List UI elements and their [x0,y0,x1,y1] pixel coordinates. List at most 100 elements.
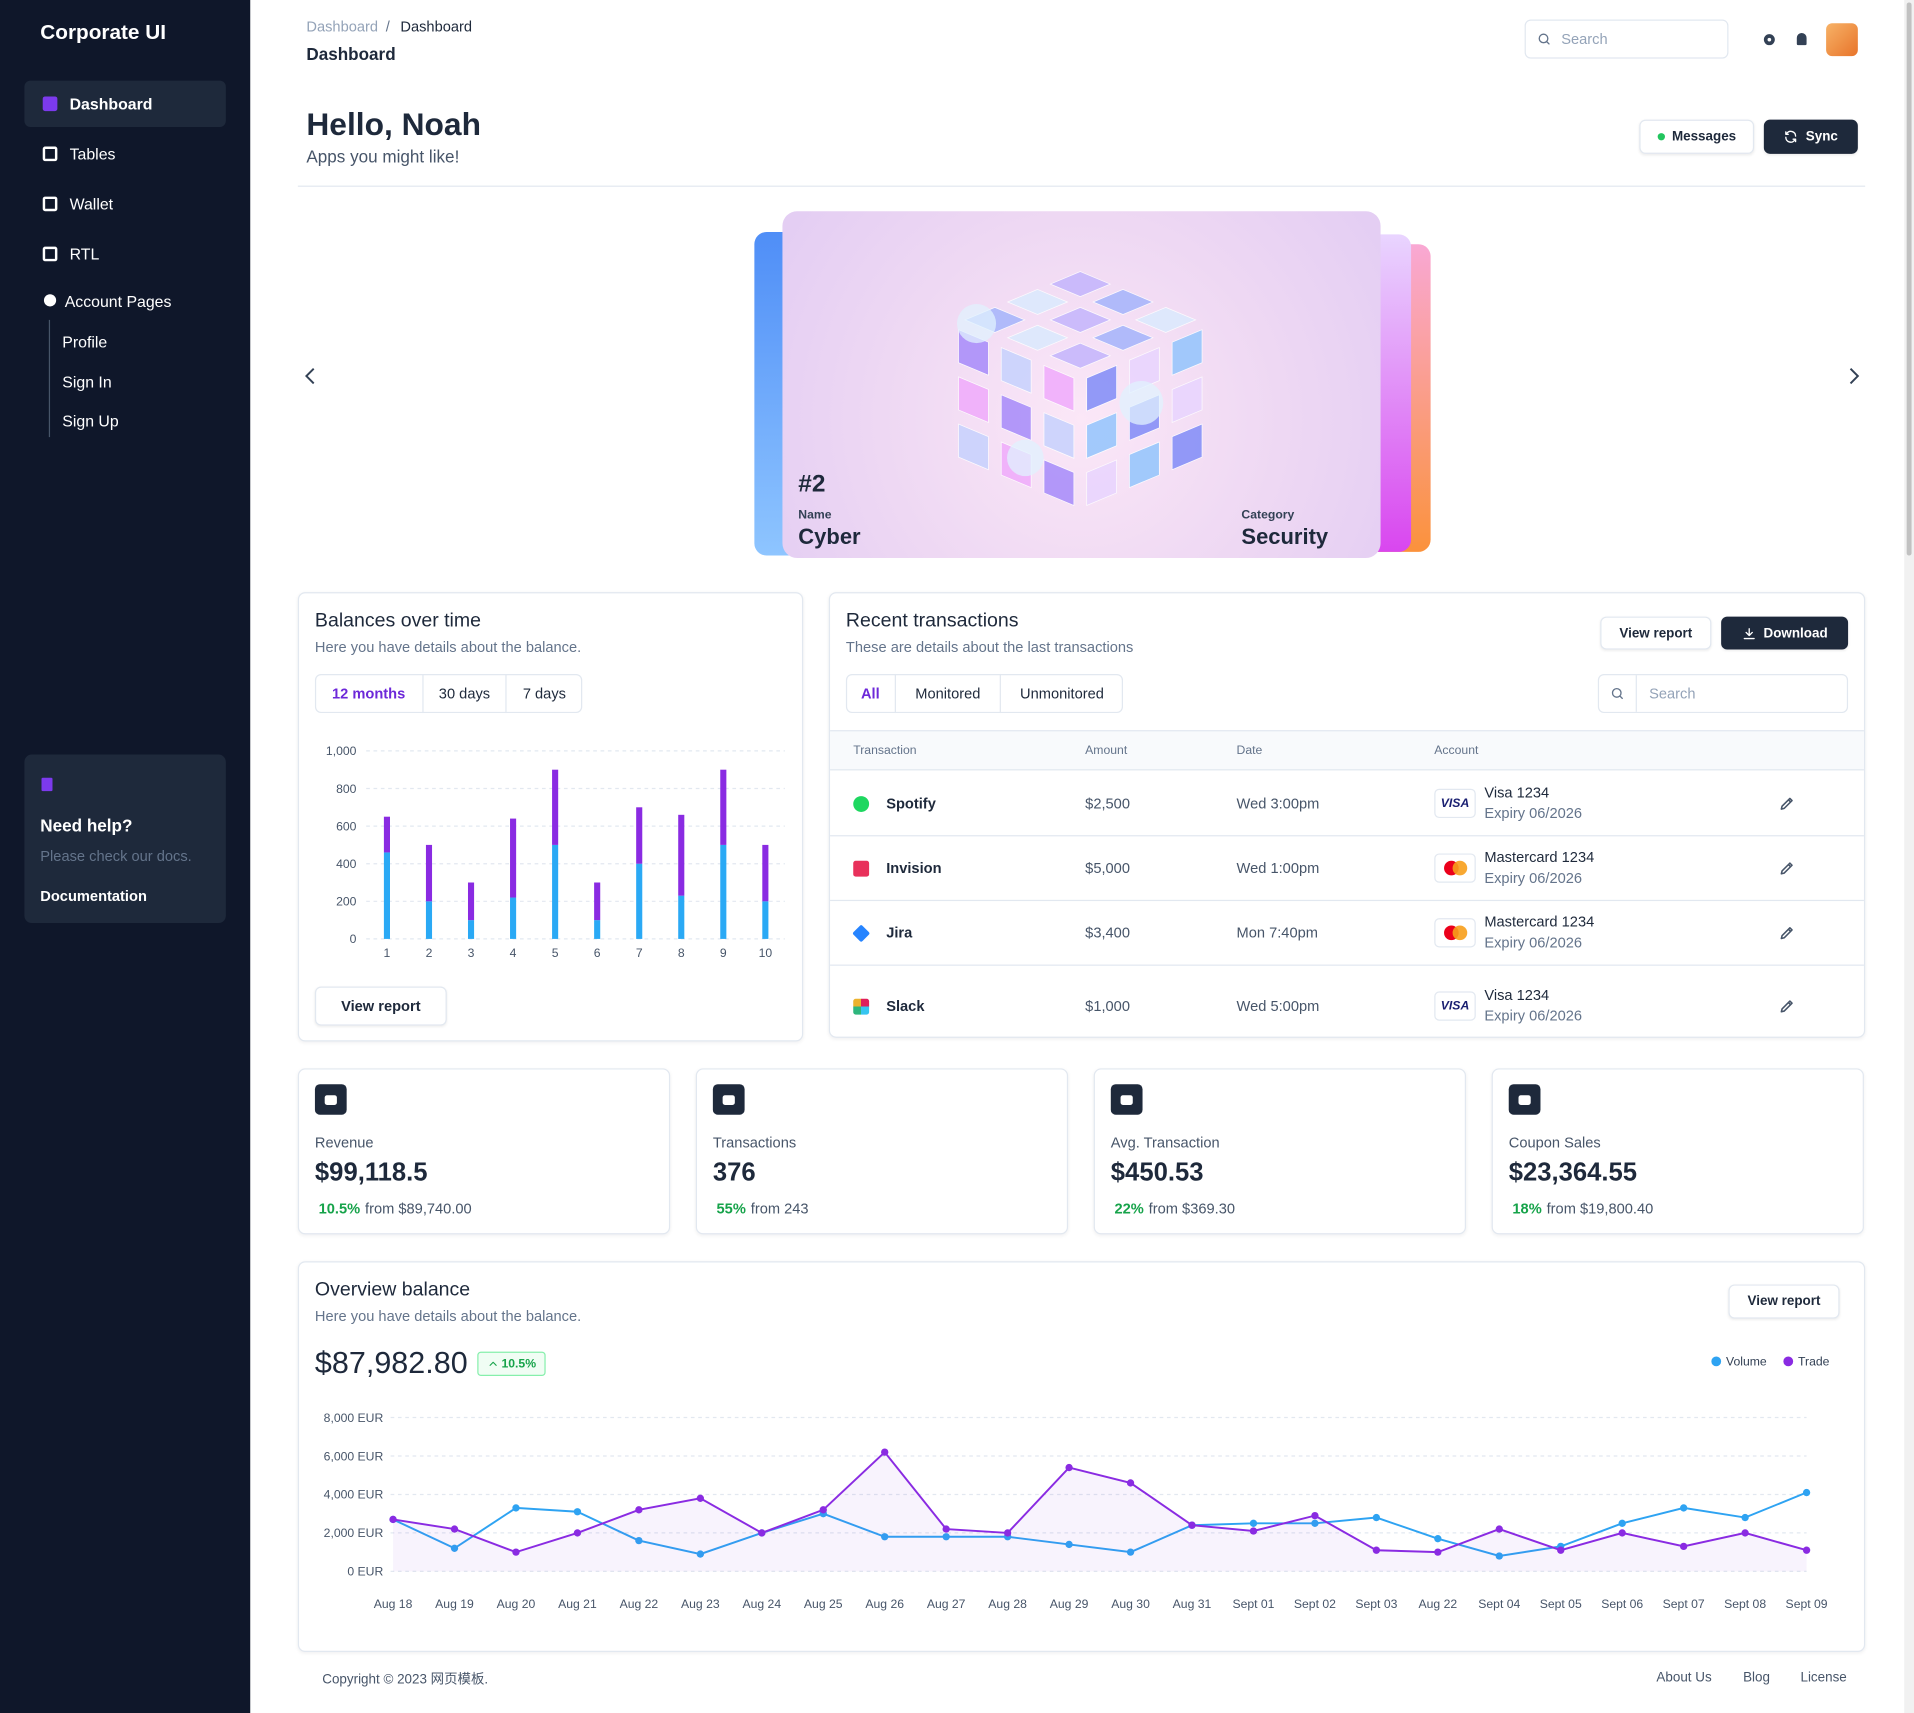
breadcrumb[interactable]: Dashboard [306,18,379,36]
messages-button[interactable]: Messages [1639,119,1755,154]
stat-change: 10.5% from $89,740.00 [319,1200,472,1217]
bell-icon[interactable] [1796,32,1807,46]
icon [1743,627,1755,639]
row-divider [830,835,1864,837]
settings-icon[interactable] [1763,34,1775,46]
divider [297,185,1866,187]
page-title: Dashboard [306,43,396,64]
card-logo [1434,918,1476,948]
transaction-name: Invision [886,859,942,877]
edit-button[interactable] [1779,860,1796,877]
stat-change: 18% from $19,800.40 [1512,1200,1653,1217]
search-icon-box [1599,675,1637,712]
card-title: Recent transactions [845,610,1019,632]
nav-item[interactable]: Account Pages [64,292,172,311]
transaction-name: Slack [886,997,925,1015]
edit-button[interactable] [1779,795,1796,812]
app-icon [853,796,870,812]
column-header: Amount [1085,744,1128,758]
stat-value: 376 [712,1158,756,1187]
icon-path [1743,627,1755,639]
tab-label: 30 days [438,684,491,703]
search-box[interactable]: Search [1524,19,1729,59]
tab[interactable]: 7 days [505,673,582,714]
icon-path [489,1361,497,1366]
footer-link[interactable]: Blog [1743,1670,1770,1685]
nav-icon [42,146,58,162]
transaction-name: Jira [886,924,913,942]
button-label: View report [341,997,421,1015]
filter[interactable]: All [846,674,895,713]
transaction-date: Wed 1:00pm [1236,859,1320,877]
view-report-button[interactable]: View report [1600,616,1712,650]
stat-card [695,1068,1069,1235]
change-value: 18% [1512,1200,1542,1218]
mc-circle [1451,925,1467,941]
footer-link[interactable]: License [1800,1670,1847,1685]
stat-icon [1110,1084,1143,1115]
stat-card [1491,1068,1864,1235]
stat-glyph [722,1094,735,1105]
stat-label: Coupon Sales [1508,1134,1601,1152]
download-button[interactable]: Download [1721,616,1849,650]
button-label: View report [1747,1294,1821,1309]
overview-total: $87,982.80 [314,1346,468,1381]
nav-icon [42,246,58,262]
nav-item[interactable]: RTL [69,244,100,264]
filter-label: Unmonitored [1020,684,1104,703]
filter-group [845,673,1124,714]
card-logo: VISA [1434,991,1476,1021]
transaction-amount: $1,000 [1085,997,1130,1015]
subnav-item[interactable]: Sign Up [62,412,119,431]
carousel-number: #2 [798,470,826,498]
change-badge: 10.5% [477,1351,546,1377]
card-title: Balances over time [314,610,482,632]
brand: Corporate UI [40,20,166,44]
help-link[interactable]: Documentation [40,887,147,905]
edit-button[interactable] [1779,998,1796,1015]
nav-item[interactable]: Tables [69,144,116,163]
nav-icon [42,196,58,212]
card-name: Mastercard 1234 [1484,913,1595,931]
stat-label: Transactions [712,1134,797,1152]
breadcrumb-sep: / [385,18,390,36]
card-logo [1434,853,1476,883]
subnav-item[interactable]: Sign In [62,373,112,392]
avatar[interactable] [1826,23,1858,57]
stat-change: 55% from 243 [717,1200,809,1217]
sync-button[interactable]: Sync [1763,119,1858,154]
card-name: Mastercard 1234 [1484,848,1595,866]
edit-button[interactable] [1779,924,1796,941]
subnav-item[interactable]: Profile [62,332,108,352]
filter[interactable]: Unmonitored [999,673,1123,714]
nav-item[interactable]: Wallet [69,194,114,214]
carousel-prev [305,368,315,385]
icon [1780,797,1793,810]
filter-label: All [860,684,880,703]
filter[interactable]: Monitored [894,673,1000,714]
card-logo: VISA [1434,788,1476,819]
table-head [830,730,1864,771]
filter-label: Monitored [915,684,981,703]
card-title: Overview balance [314,1279,471,1301]
tab[interactable]: 12 months [315,674,422,713]
nav-item[interactable]: Dashboard [69,94,153,113]
carousel-card [782,211,1381,558]
help-title: Need help? [40,815,133,836]
row-divider [830,899,1864,902]
icon [1780,1000,1793,1013]
table-search[interactable]: Search [1597,673,1849,714]
button-label: Messages [1671,129,1737,145]
view-report-button[interactable]: View report [1728,1284,1840,1319]
nav-icon [43,294,57,307]
status-dot [1657,133,1665,141]
stat-icon [712,1084,745,1115]
stat-icon [314,1084,347,1115]
view-report-button[interactable]: View report [314,986,447,1026]
footer-link[interactable]: About Us [1656,1670,1712,1685]
stat-card [1093,1068,1467,1235]
change-from: from $89,740.00 [365,1200,472,1218]
icon-path [1780,1000,1793,1013]
tab[interactable]: 30 days [422,673,505,714]
